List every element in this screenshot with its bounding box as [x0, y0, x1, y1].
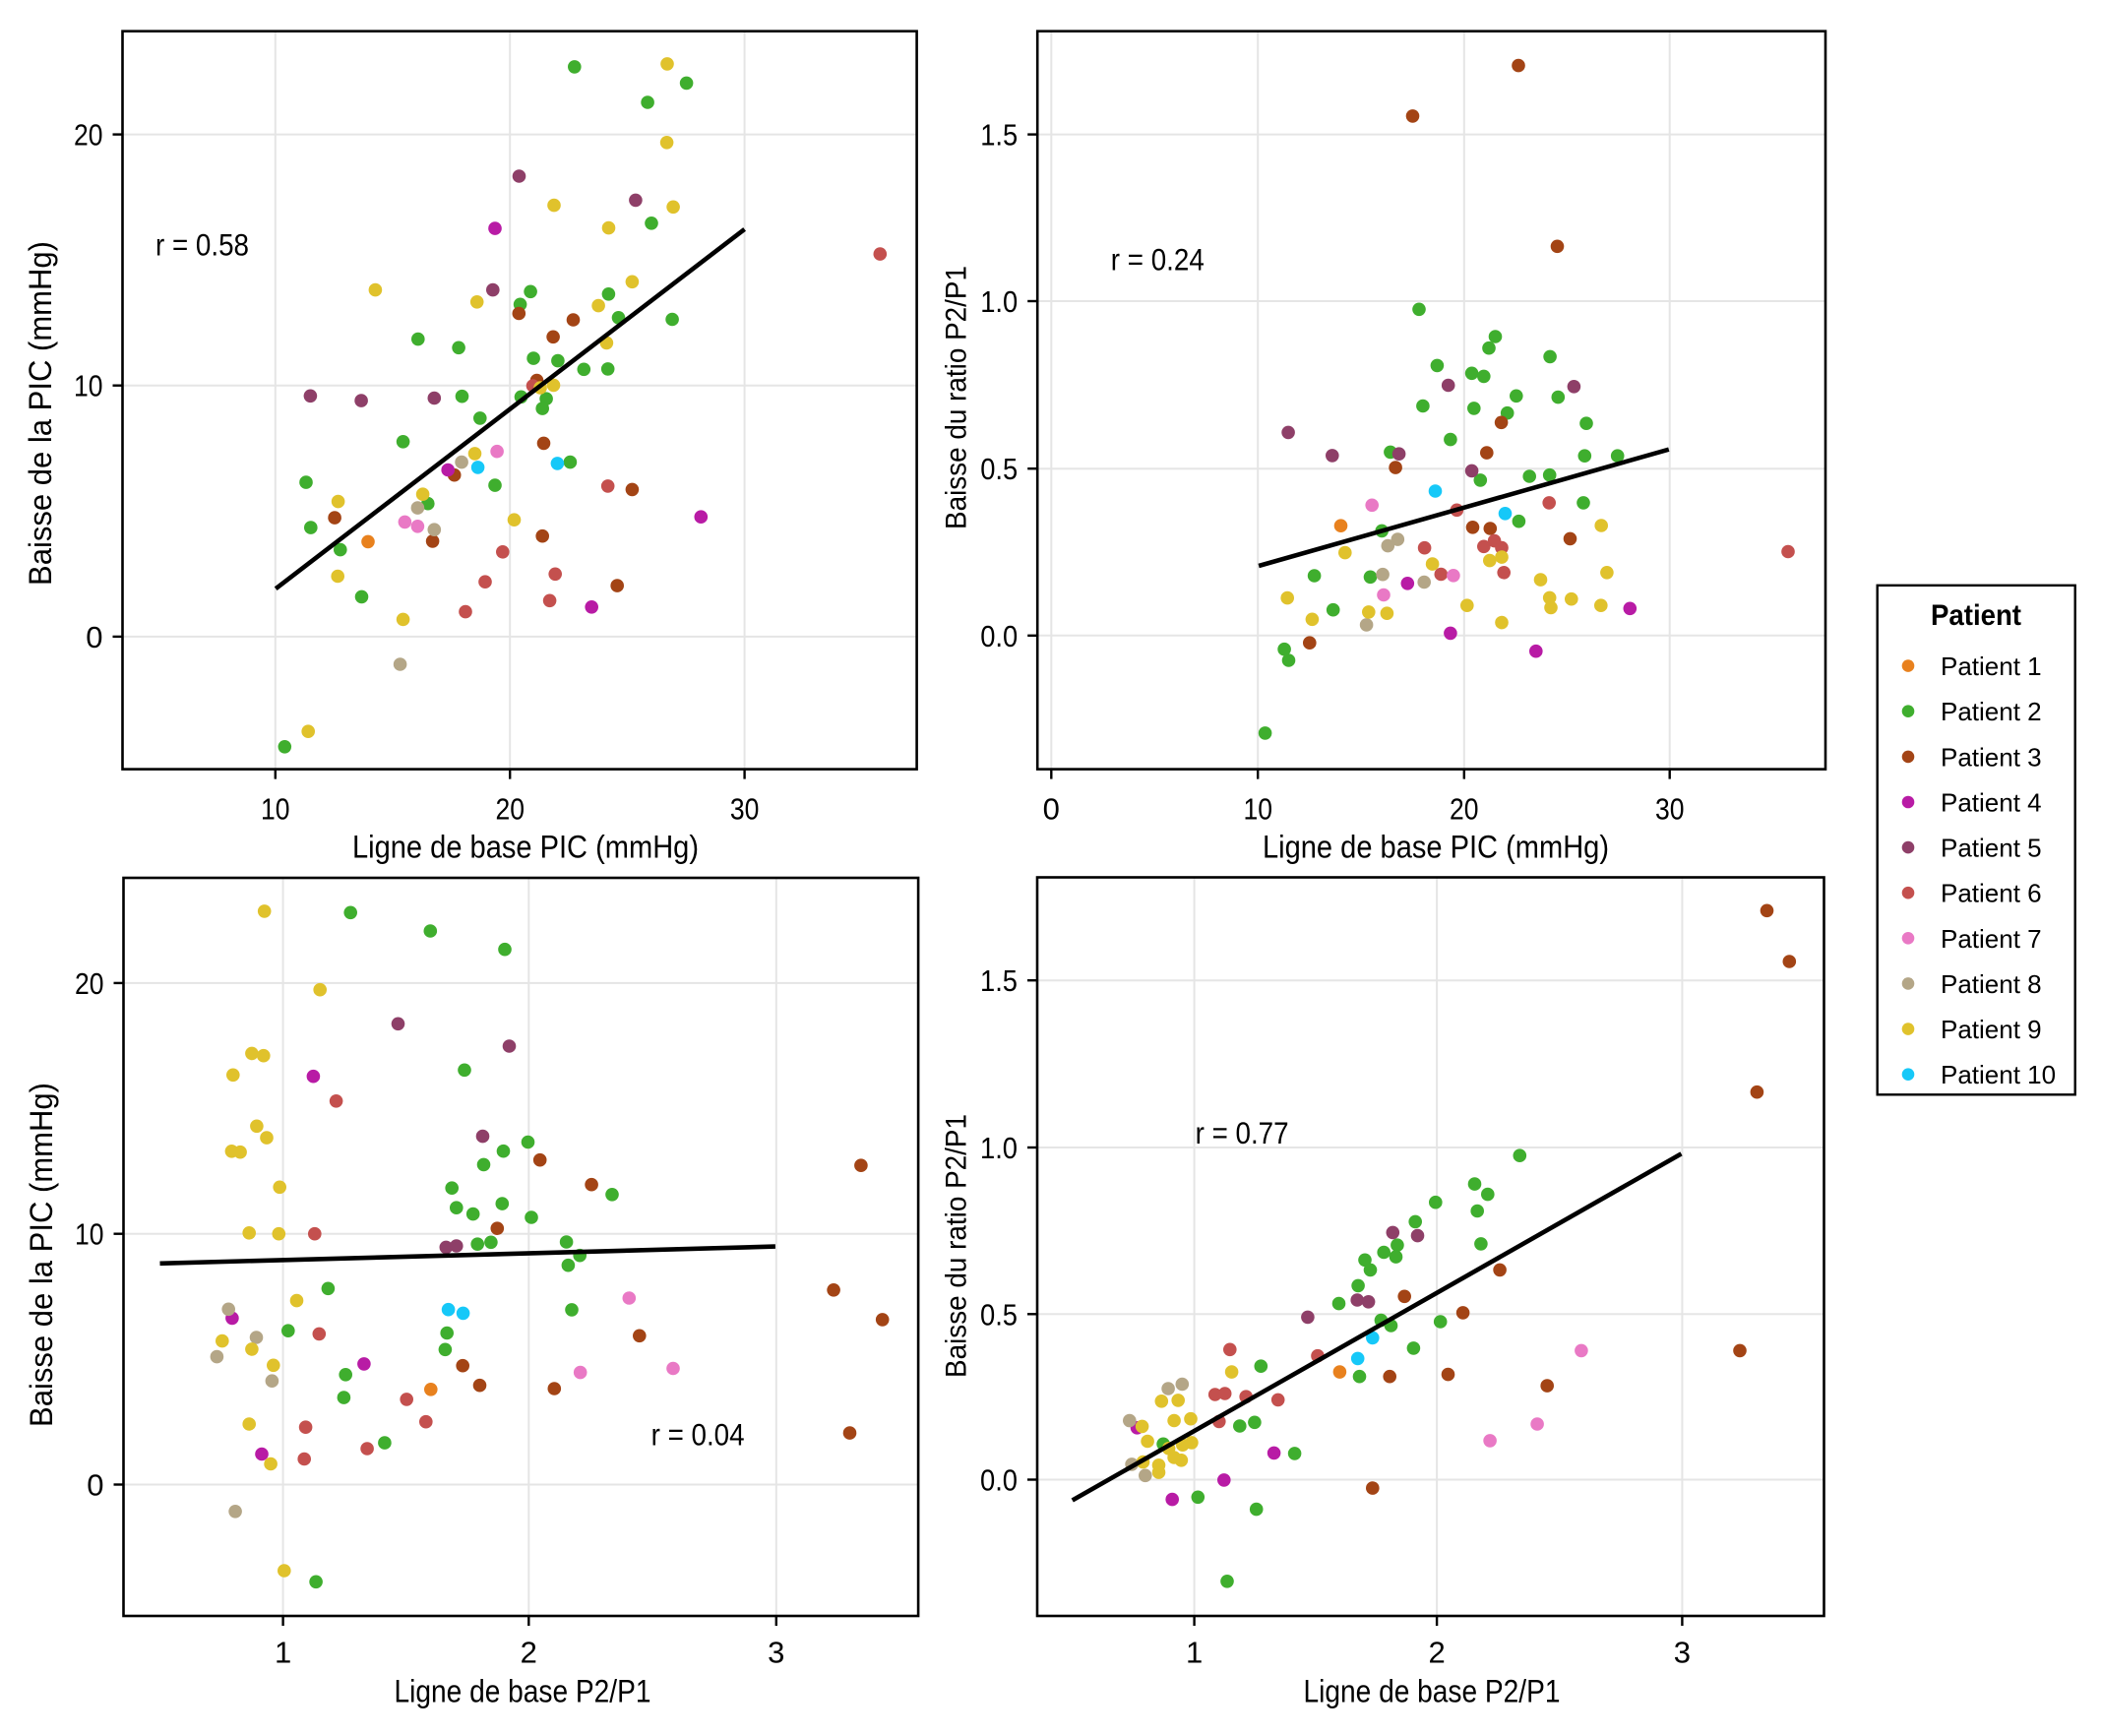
svg-text:r = 0.24: r = 0.24: [1111, 241, 1205, 277]
svg-text:Patient 3: Patient 3: [1941, 742, 2042, 772]
svg-text:20: 20: [74, 118, 103, 153]
svg-text:10: 10: [1243, 791, 1272, 826]
svg-text:0.0: 0.0: [980, 619, 1018, 653]
svg-text:Patient 6: Patient 6: [1941, 879, 2042, 908]
svg-text:1.5: 1.5: [980, 118, 1018, 153]
svg-text:0.0: 0.0: [980, 1463, 1018, 1498]
svg-text:0: 0: [1043, 791, 1060, 826]
svg-text:0: 0: [86, 620, 102, 654]
svg-text:Patient 9: Patient 9: [1941, 1015, 2042, 1044]
svg-text:Baisse du ratio P2/P1: Baisse du ratio P2/P1: [941, 266, 973, 529]
svg-text:Patient 5: Patient 5: [1941, 834, 2042, 863]
svg-text:0.5: 0.5: [980, 1297, 1018, 1332]
svg-text:1.0: 1.0: [980, 284, 1018, 319]
svg-text:3: 3: [768, 1635, 784, 1669]
svg-text:r = 0.58: r = 0.58: [155, 226, 249, 262]
svg-text:Patient 2: Patient 2: [1941, 697, 2042, 726]
svg-text:2: 2: [1428, 1635, 1445, 1669]
svg-text:1: 1: [275, 1635, 291, 1669]
svg-text:Patient 7: Patient 7: [1941, 924, 2042, 954]
svg-text:Ligne de base P2/P1: Ligne de base P2/P1: [395, 1673, 651, 1708]
svg-text:Patient 4: Patient 4: [1941, 788, 2042, 818]
svg-text:Ligne de base PIC (mmHg): Ligne de base PIC (mmHg): [1263, 830, 1609, 865]
svg-text:30: 30: [1655, 791, 1685, 826]
svg-text:20: 20: [1450, 791, 1479, 826]
svg-text:Ligne de base PIC (mmHg): Ligne de base PIC (mmHg): [352, 830, 699, 865]
svg-text:10: 10: [75, 1217, 104, 1252]
svg-text:1: 1: [1186, 1635, 1203, 1669]
svg-text:Patient 8: Patient 8: [1941, 969, 2042, 999]
svg-text:Patient: Patient: [1931, 599, 2021, 632]
svg-text:3: 3: [1674, 1635, 1691, 1669]
svg-text:Baisse de la PIC (mmHg): Baisse de la PIC (mmHg): [24, 1083, 59, 1427]
svg-text:Baisse de la PIC (mmHg): Baisse de la PIC (mmHg): [23, 241, 58, 586]
svg-text:20: 20: [495, 791, 525, 826]
svg-text:1.0: 1.0: [980, 1131, 1018, 1165]
svg-text:r = 0.77: r = 0.77: [1196, 1115, 1289, 1150]
svg-text:Patient 1: Patient 1: [1941, 651, 2042, 681]
svg-text:Patient 10: Patient 10: [1941, 1060, 2056, 1089]
svg-text:1.5: 1.5: [980, 963, 1018, 998]
svg-text:30: 30: [730, 791, 760, 826]
svg-text:Ligne de base P2/P1: Ligne de base P2/P1: [1304, 1673, 1561, 1708]
svg-text:20: 20: [75, 966, 104, 1001]
svg-text:r = 0.04: r = 0.04: [651, 1417, 745, 1453]
svg-text:2: 2: [521, 1635, 537, 1669]
svg-text:Baisse du ratio P2/P1: Baisse du ratio P2/P1: [941, 1114, 973, 1378]
svg-text:0: 0: [87, 1468, 103, 1503]
svg-text:10: 10: [74, 369, 103, 403]
svg-text:10: 10: [261, 791, 290, 826]
svg-text:0.5: 0.5: [980, 452, 1018, 486]
